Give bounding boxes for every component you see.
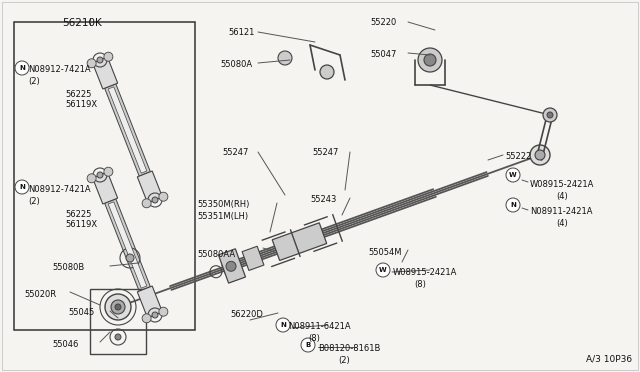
- Text: (4): (4): [556, 192, 568, 201]
- Text: (8): (8): [308, 334, 320, 343]
- Polygon shape: [138, 286, 163, 318]
- Bar: [90, 289, 146, 354]
- Circle shape: [97, 172, 103, 178]
- Polygon shape: [218, 249, 246, 283]
- Text: W: W: [379, 267, 387, 273]
- Text: W08915-2421A: W08915-2421A: [530, 180, 595, 189]
- Circle shape: [543, 108, 557, 122]
- Polygon shape: [108, 202, 147, 288]
- Polygon shape: [242, 246, 264, 270]
- Circle shape: [126, 254, 134, 262]
- Circle shape: [105, 294, 131, 320]
- Circle shape: [506, 168, 520, 182]
- Text: (2): (2): [28, 197, 40, 206]
- Text: (2): (2): [28, 77, 40, 86]
- Circle shape: [152, 197, 158, 203]
- Text: W: W: [509, 172, 517, 178]
- Circle shape: [159, 192, 168, 201]
- Text: 55046: 55046: [52, 340, 78, 349]
- Text: (2): (2): [338, 356, 349, 365]
- Circle shape: [152, 312, 158, 318]
- Text: 55351M(LH): 55351M(LH): [197, 212, 248, 221]
- Circle shape: [115, 304, 121, 310]
- Text: (8): (8): [414, 280, 426, 289]
- Text: 55220: 55220: [370, 18, 396, 27]
- Circle shape: [97, 57, 103, 63]
- Text: 56210K: 56210K: [62, 18, 102, 28]
- Text: (4): (4): [556, 219, 568, 228]
- Text: N08911-6421A: N08911-6421A: [288, 322, 351, 331]
- Text: 55054M: 55054M: [368, 248, 401, 257]
- Circle shape: [535, 150, 545, 160]
- Text: 55045: 55045: [68, 308, 94, 317]
- Circle shape: [278, 51, 292, 65]
- Circle shape: [15, 180, 29, 194]
- Text: N: N: [19, 65, 25, 71]
- Text: 55080A: 55080A: [220, 60, 252, 69]
- Text: 56119X: 56119X: [65, 220, 97, 229]
- Text: 56225: 56225: [65, 210, 92, 219]
- Text: B08120-8161B: B08120-8161B: [318, 344, 380, 353]
- Polygon shape: [138, 171, 163, 203]
- Text: 56121: 56121: [228, 28, 254, 37]
- Text: N08911-2421A: N08911-2421A: [530, 207, 593, 216]
- Text: 55020R: 55020R: [24, 290, 56, 299]
- Polygon shape: [105, 199, 150, 291]
- Text: B: B: [305, 342, 310, 348]
- Circle shape: [320, 65, 334, 79]
- Polygon shape: [272, 223, 326, 260]
- Text: 55222: 55222: [505, 152, 531, 161]
- Circle shape: [226, 261, 236, 271]
- Polygon shape: [105, 84, 150, 176]
- Text: W08915-2421A: W08915-2421A: [393, 268, 458, 277]
- Circle shape: [142, 199, 151, 208]
- Text: N: N: [510, 202, 516, 208]
- Polygon shape: [108, 87, 147, 173]
- Text: 55243: 55243: [310, 195, 337, 204]
- Circle shape: [159, 307, 168, 316]
- Text: 55247: 55247: [312, 148, 339, 157]
- Text: N08912-7421A: N08912-7421A: [28, 65, 91, 74]
- Circle shape: [547, 112, 553, 118]
- Circle shape: [276, 318, 290, 332]
- Text: 55247: 55247: [222, 148, 248, 157]
- Circle shape: [142, 314, 151, 323]
- Circle shape: [506, 198, 520, 212]
- Text: 55350M(RH): 55350M(RH): [197, 200, 250, 209]
- Polygon shape: [93, 172, 118, 204]
- Text: 56119X: 56119X: [65, 100, 97, 109]
- Bar: [14, 22, 195, 330]
- Circle shape: [115, 334, 121, 340]
- Text: 55080B: 55080B: [52, 263, 84, 272]
- Circle shape: [87, 174, 96, 183]
- Text: N08912-7421A: N08912-7421A: [28, 185, 91, 194]
- Circle shape: [104, 52, 113, 61]
- Circle shape: [111, 300, 125, 314]
- Circle shape: [87, 59, 96, 68]
- Text: 56225: 56225: [65, 90, 92, 99]
- Circle shape: [376, 263, 390, 277]
- Text: N: N: [280, 322, 286, 328]
- Polygon shape: [93, 57, 118, 89]
- Circle shape: [424, 54, 436, 66]
- Circle shape: [104, 167, 113, 176]
- Text: A/3 10P36: A/3 10P36: [586, 355, 632, 364]
- Text: 56220D: 56220D: [230, 310, 263, 319]
- Circle shape: [418, 48, 442, 72]
- Text: N: N: [19, 184, 25, 190]
- Circle shape: [301, 338, 315, 352]
- Circle shape: [530, 145, 550, 165]
- Text: 55080AA: 55080AA: [197, 250, 235, 259]
- Text: 55047: 55047: [370, 50, 396, 59]
- Circle shape: [15, 61, 29, 75]
